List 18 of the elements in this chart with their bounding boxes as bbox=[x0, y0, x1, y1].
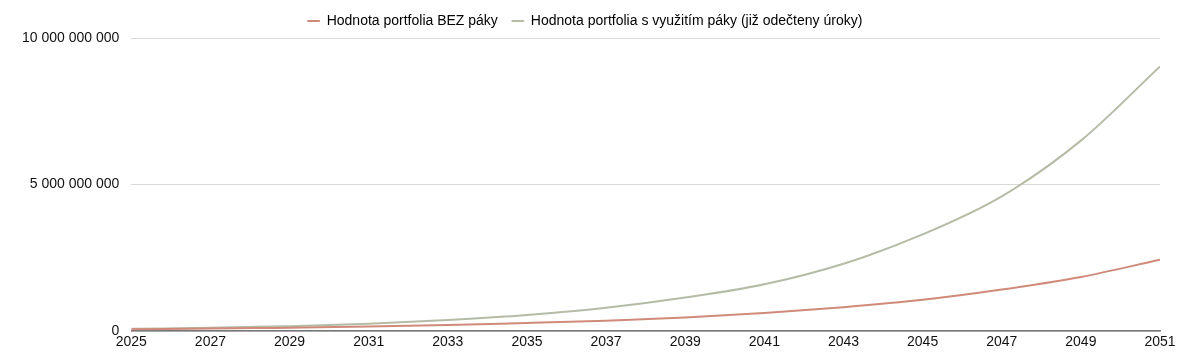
legend-label: Hodnota portfolia s využitím páky (již odečteny úroky) bbox=[530, 11, 863, 28]
x-tick-label: 2035 bbox=[511, 333, 543, 350]
y-tick-label: 10 000 000 000 bbox=[21, 28, 120, 45]
x-tick-label: 2045 bbox=[907, 333, 939, 350]
x-tick-label: 2051 bbox=[1144, 333, 1176, 350]
x-tick-label: 2041 bbox=[748, 333, 781, 350]
x-tick-label: 2033 bbox=[432, 333, 464, 350]
x-tick-label: 2047 bbox=[986, 333, 1018, 350]
line-series bbox=[131, 258, 1160, 331]
x-tick-label: 2027 bbox=[194, 333, 227, 350]
x-tick-label: 2031 bbox=[353, 333, 385, 350]
x-tick-label: 2039 bbox=[669, 333, 701, 350]
x-tick-label: 2029 bbox=[274, 333, 306, 350]
legend-label: Hodnota portfolia BEZ páky bbox=[326, 11, 498, 28]
x-tick-label: 2049 bbox=[1065, 333, 1097, 350]
x-tick-label: 2043 bbox=[827, 333, 860, 350]
x-tick-label: 2037 bbox=[590, 333, 622, 350]
y-tick-label: 5 000 000 000 bbox=[29, 175, 120, 192]
